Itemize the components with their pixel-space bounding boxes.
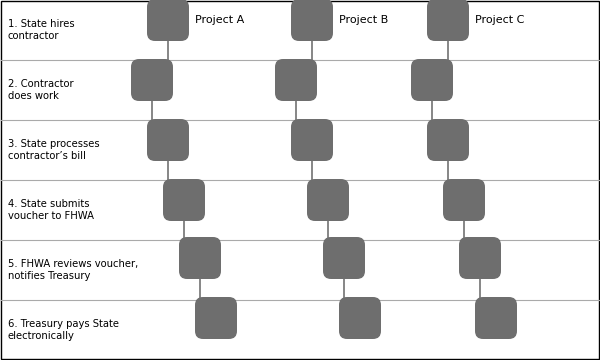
Text: Project C: Project C (475, 15, 524, 25)
FancyBboxPatch shape (475, 297, 517, 339)
FancyBboxPatch shape (307, 179, 349, 221)
Text: 4. State submits
voucher to FHWA: 4. State submits voucher to FHWA (8, 199, 94, 221)
FancyBboxPatch shape (147, 0, 189, 41)
FancyBboxPatch shape (291, 119, 333, 161)
FancyBboxPatch shape (443, 179, 485, 221)
FancyBboxPatch shape (427, 119, 469, 161)
FancyBboxPatch shape (179, 237, 221, 279)
Text: 2. Contractor
does work: 2. Contractor does work (8, 79, 74, 101)
Text: 1. State hires
contractor: 1. State hires contractor (8, 19, 74, 41)
FancyBboxPatch shape (163, 179, 205, 221)
Text: 5. FHWA reviews voucher,
notifies Treasury: 5. FHWA reviews voucher, notifies Treasu… (8, 259, 138, 281)
FancyBboxPatch shape (195, 297, 237, 339)
FancyBboxPatch shape (291, 0, 333, 41)
FancyBboxPatch shape (339, 297, 381, 339)
FancyBboxPatch shape (323, 237, 365, 279)
Text: 6. Treasury pays State
electronically: 6. Treasury pays State electronically (8, 319, 119, 341)
FancyBboxPatch shape (275, 59, 317, 101)
FancyBboxPatch shape (427, 0, 469, 41)
Text: Project A: Project A (195, 15, 244, 25)
Text: 3. State processes
contractor’s bill: 3. State processes contractor’s bill (8, 139, 100, 161)
Text: Project B: Project B (339, 15, 388, 25)
FancyBboxPatch shape (459, 237, 501, 279)
FancyBboxPatch shape (411, 59, 453, 101)
FancyBboxPatch shape (131, 59, 173, 101)
FancyBboxPatch shape (147, 119, 189, 161)
